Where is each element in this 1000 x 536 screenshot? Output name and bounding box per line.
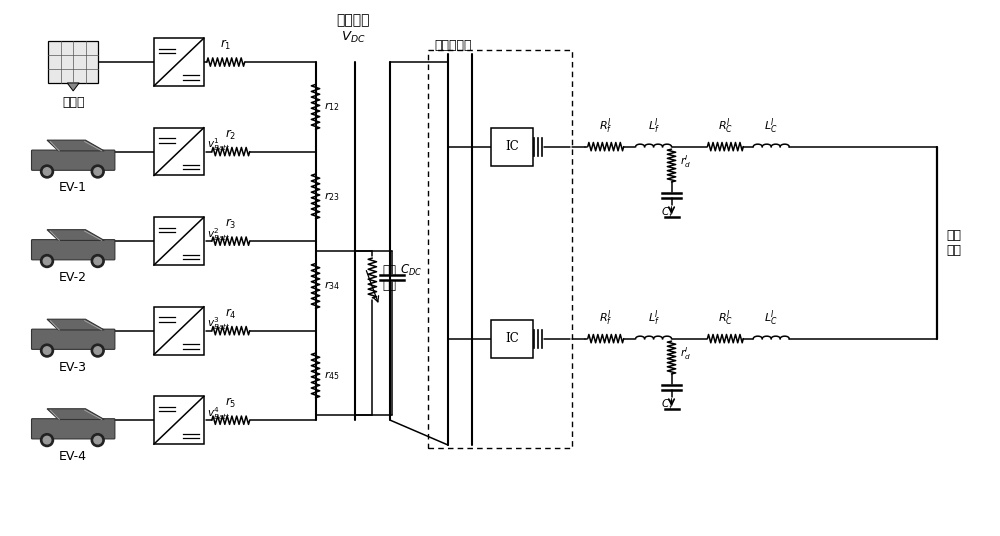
Bar: [154, 128, 204, 175]
Text: $r_d^I$: $r_d^I$: [680, 153, 690, 170]
Bar: [491, 320, 533, 358]
FancyBboxPatch shape: [32, 240, 115, 260]
Text: $R_f^I$: $R_f^I$: [599, 116, 612, 136]
FancyBboxPatch shape: [32, 419, 115, 439]
Text: $r_{45}$: $r_{45}$: [324, 369, 340, 382]
Text: $r_5$: $r_5$: [225, 396, 236, 410]
Bar: [491, 128, 533, 166]
Text: $C_f^I$: $C_f^I$: [661, 396, 674, 413]
Circle shape: [94, 168, 102, 175]
FancyBboxPatch shape: [32, 329, 115, 349]
Circle shape: [94, 347, 102, 354]
Text: $v_{Batt}^{1}$: $v_{Batt}^{1}$: [207, 136, 230, 153]
Polygon shape: [67, 83, 79, 91]
Circle shape: [91, 434, 104, 446]
Text: $r_{34}$: $r_{34}$: [324, 279, 341, 292]
Circle shape: [91, 165, 104, 178]
Text: 直流母线: 直流母线: [336, 13, 370, 27]
Text: EV-4: EV-4: [59, 450, 87, 463]
Bar: [154, 217, 204, 265]
Text: $L_f^I$: $L_f^I$: [648, 308, 660, 327]
Bar: [428, 50, 572, 448]
Circle shape: [41, 344, 54, 357]
Text: $R_C^I$: $R_C^I$: [718, 308, 733, 327]
Polygon shape: [47, 230, 104, 241]
Text: $r_1$: $r_1$: [220, 38, 231, 52]
FancyBboxPatch shape: [32, 150, 115, 170]
Bar: [154, 307, 204, 354]
Bar: [154, 396, 204, 444]
Circle shape: [94, 257, 102, 265]
Text: $L_C^I$: $L_C^I$: [764, 308, 778, 327]
Circle shape: [41, 434, 54, 446]
Text: 交流
母线: 交流 母线: [947, 229, 962, 257]
Text: $r_d^I$: $r_d^I$: [680, 345, 690, 362]
Circle shape: [43, 257, 51, 265]
Text: $R_C^I$: $R_C^I$: [718, 116, 733, 136]
Text: $V_{DC}$: $V_{DC}$: [341, 29, 365, 44]
Circle shape: [41, 255, 54, 267]
Text: $v_{Batt}^{3}$: $v_{Batt}^{3}$: [207, 315, 230, 332]
Text: EV-2: EV-2: [59, 271, 87, 284]
Text: $r_3$: $r_3$: [225, 217, 236, 231]
Circle shape: [43, 168, 51, 175]
Polygon shape: [47, 409, 104, 420]
Text: $r_4$: $r_4$: [225, 307, 237, 321]
Text: $r_{12}$: $r_{12}$: [324, 100, 340, 113]
Text: 直流
负载: 直流 负载: [382, 264, 396, 292]
Text: IC: IC: [505, 332, 519, 345]
Text: $r_2$: $r_2$: [225, 128, 236, 142]
Circle shape: [41, 165, 54, 178]
Bar: [154, 38, 204, 86]
Text: $v_{Batt}^{2}$: $v_{Batt}^{2}$: [207, 226, 230, 243]
Text: $L_C^I$: $L_C^I$: [764, 116, 778, 136]
Text: $L_f^I$: $L_f^I$: [648, 116, 660, 136]
Text: $R_f^I$: $R_f^I$: [599, 308, 612, 327]
Bar: [48, 41, 98, 83]
Text: $C_{DC}$: $C_{DC}$: [400, 263, 423, 278]
Text: 分布式策略: 分布式策略: [434, 39, 472, 52]
Circle shape: [91, 255, 104, 267]
Text: EV-1: EV-1: [59, 182, 87, 195]
Circle shape: [94, 436, 102, 444]
Circle shape: [43, 347, 51, 354]
Text: $v_{Batt}^{4}$: $v_{Batt}^{4}$: [207, 405, 230, 422]
Text: 光伏板: 光伏板: [62, 96, 84, 109]
Text: IC: IC: [505, 140, 519, 153]
Text: $C_f^I$: $C_f^I$: [661, 204, 674, 221]
Circle shape: [43, 436, 51, 444]
Text: $r_{23}$: $r_{23}$: [324, 190, 340, 203]
Polygon shape: [47, 319, 104, 330]
Text: EV-3: EV-3: [59, 361, 87, 374]
Polygon shape: [47, 140, 104, 151]
Circle shape: [91, 344, 104, 357]
